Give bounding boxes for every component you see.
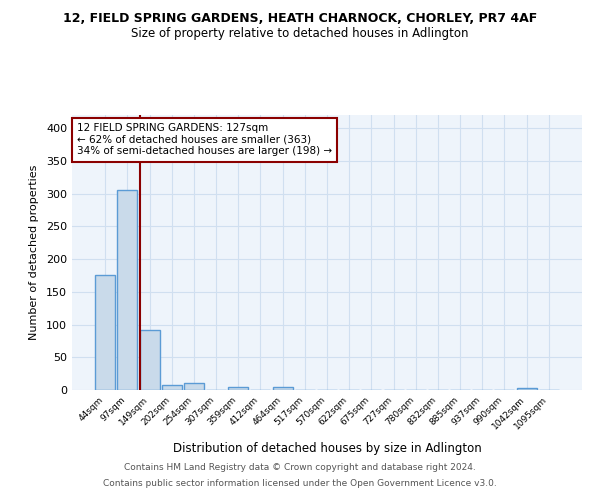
Text: 12 FIELD SPRING GARDENS: 127sqm
← 62% of detached houses are smaller (363)
34% o: 12 FIELD SPRING GARDENS: 127sqm ← 62% of… xyxy=(77,123,332,156)
Bar xyxy=(517,388,536,390)
Bar xyxy=(272,388,293,390)
Bar xyxy=(162,385,182,390)
Y-axis label: Number of detached properties: Number of detached properties xyxy=(29,165,39,340)
Bar xyxy=(95,276,115,390)
Text: 12, FIELD SPRING GARDENS, HEATH CHARNOCK, CHORLEY, PR7 4AF: 12, FIELD SPRING GARDENS, HEATH CHARNOCK… xyxy=(63,12,537,26)
Text: Size of property relative to detached houses in Adlington: Size of property relative to detached ho… xyxy=(131,28,469,40)
X-axis label: Distribution of detached houses by size in Adlington: Distribution of detached houses by size … xyxy=(173,442,481,455)
Text: Contains public sector information licensed under the Open Government Licence v3: Contains public sector information licen… xyxy=(103,478,497,488)
Bar xyxy=(140,330,160,390)
Bar xyxy=(118,190,137,390)
Bar xyxy=(228,388,248,390)
Bar xyxy=(184,384,204,390)
Text: Contains HM Land Registry data © Crown copyright and database right 2024.: Contains HM Land Registry data © Crown c… xyxy=(124,464,476,472)
